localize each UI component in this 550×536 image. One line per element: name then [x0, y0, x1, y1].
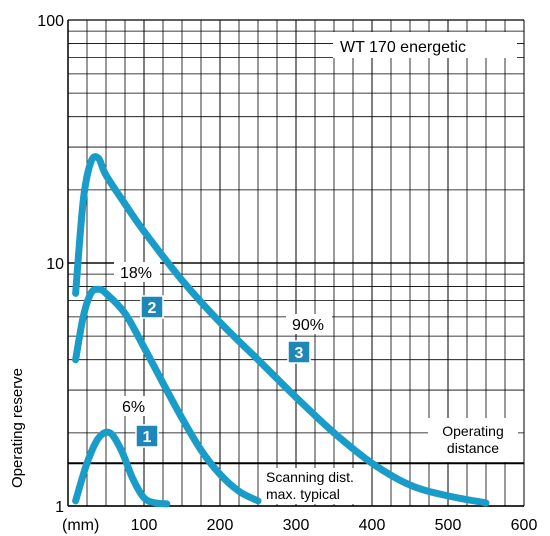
- x-tick-label: 600: [511, 517, 538, 534]
- reference-label-top-line1: Operating: [442, 423, 503, 439]
- series-line-3: [72, 153, 490, 507]
- badge-number-3: 3: [295, 345, 304, 362]
- percent-label-3: 90%: [292, 317, 324, 334]
- reference-label-top: Operating distance: [442, 423, 503, 456]
- axes: [67, 20, 524, 507]
- reference-label-bg: [428, 418, 518, 462]
- x-tick-label: 200: [207, 517, 234, 534]
- percent-label-bg: [114, 262, 160, 282]
- title-box: [333, 32, 517, 58]
- y-tick-label: 100: [37, 13, 64, 30]
- reference-label-bottom-line2: max. typical: [266, 486, 340, 502]
- badge-number-2: 2: [148, 300, 157, 317]
- y-axis-label: Operating reserve: [9, 368, 26, 488]
- percent-label-2: 18%: [120, 265, 152, 282]
- percent-label-bg: [116, 396, 162, 416]
- badge-box-3: [287, 340, 311, 364]
- reference-label-bottom-bg: [262, 468, 360, 504]
- reference-line-group: Operating distance Scanning dist. max. typi…: [68, 418, 524, 504]
- chart-title: WT 170 energetic: [340, 39, 466, 56]
- badge-box-2: [140, 295, 164, 319]
- y-tick-label: 10: [46, 256, 64, 273]
- labels: 1 10 100 100 200 300 400 500 600 6% 1 18% 2 90% 3: [37, 13, 537, 534]
- series-line-2: [72, 285, 262, 505]
- percent-label-bg: [286, 314, 332, 334]
- series-line-1: [72, 428, 171, 508]
- reference-label-bottom: Scanning dist. max. typical: [266, 469, 354, 502]
- x-tick-label: 400: [359, 517, 386, 534]
- y-tick-label: 1: [55, 499, 64, 516]
- badge-number-1: 1: [143, 429, 152, 446]
- x-axis-label: (mm): [62, 517, 99, 534]
- curves: [72, 153, 490, 508]
- x-tick-label: 100: [131, 517, 158, 534]
- x-tick-label: 300: [283, 517, 310, 534]
- badge-box-1: [135, 424, 159, 448]
- x-tick-label: 500: [435, 517, 462, 534]
- reference-label-bottom-line1: Scanning dist.: [266, 469, 354, 485]
- percent-label-1: 6%: [122, 399, 145, 416]
- reference-label-top-line2: distance: [447, 440, 499, 456]
